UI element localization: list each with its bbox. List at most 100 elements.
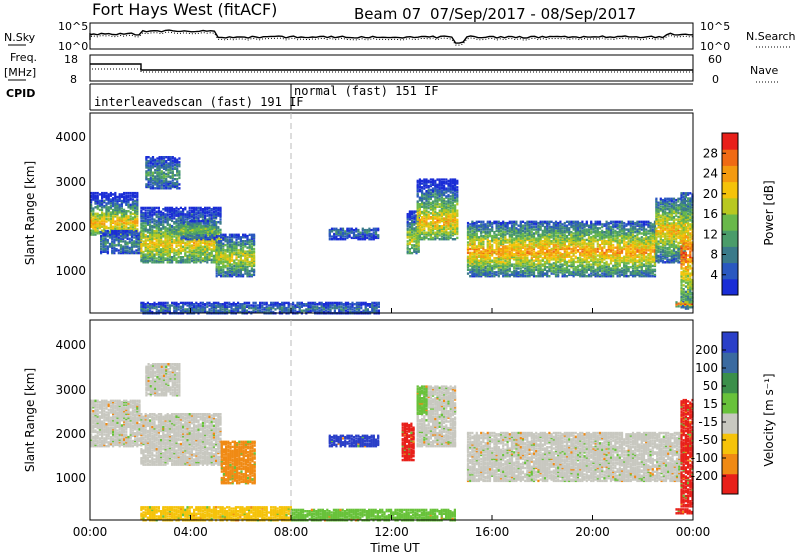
power-cell [178,208,180,210]
power-cell [156,157,158,159]
power-cell [443,237,445,239]
power-cell [140,255,142,257]
power-cell [441,235,443,237]
power-cell [421,216,423,218]
power-cell [443,178,445,180]
power-cell [112,197,114,199]
power-cell [428,200,430,202]
power-cell [456,219,458,221]
power-cell [478,236,480,238]
power-cell [163,160,165,162]
power-cell [136,224,138,226]
power-cell [173,217,175,219]
power-cell [417,237,419,239]
power-cell [491,260,493,262]
power-cell [153,218,155,220]
power-cell [441,186,443,188]
power-cell [314,306,316,308]
power-cell [246,247,248,249]
power-cell [489,243,491,245]
power-cell [151,246,153,248]
power-cell [92,213,94,215]
power-cell [419,189,421,191]
power-cell [251,243,253,245]
power-cell [110,205,112,207]
power-cell [107,232,109,234]
power-cell [101,206,103,208]
power-cell [176,178,178,180]
power-cell [206,211,208,213]
power-cell [250,307,252,309]
power-cell [163,185,165,187]
power-cell [428,180,430,182]
power-cell [123,209,125,211]
power-cell [231,244,233,246]
power-cell [253,274,255,276]
power-cell [156,207,158,209]
power-cell [94,215,96,217]
power-cell [129,238,131,240]
power-cell [158,239,160,241]
power-cell [149,231,151,233]
power-cell [142,212,144,214]
power-cell [430,202,432,204]
power-cell [500,269,502,271]
power-cell [211,234,213,236]
power-cell [467,222,469,224]
power-cell [127,192,129,194]
power-cell [153,207,155,209]
power-cell [159,172,161,174]
power-cell [127,210,129,212]
power-cell [137,248,139,250]
power-cell [371,229,373,231]
power-cell [443,217,445,219]
power-cell [229,239,231,241]
power-cell [206,306,208,308]
power-cell [253,250,255,252]
power-cell [434,225,436,227]
power-cell [474,231,476,233]
power-cell [134,192,136,194]
power-cell [160,221,162,223]
power-cell [184,302,186,304]
power-cell [439,217,441,219]
power-cell [491,226,493,228]
power-cell [321,308,323,310]
power-cell [208,209,210,211]
power-cell [480,265,482,267]
power-cell [178,177,180,179]
power-cell [127,230,129,232]
power-cell [305,303,307,305]
power-cell [447,198,449,200]
power-cell [356,302,358,304]
power-cell [485,253,487,255]
power-cell [134,210,136,212]
power-cell [102,238,104,240]
power-cell [238,256,240,258]
power-cell [452,238,454,240]
power-cell [224,244,226,246]
power-cell [500,240,502,242]
power-cell [244,266,246,268]
power-cell [178,161,180,163]
power-cell [97,213,99,215]
power-cell [480,237,482,239]
power-cell [411,244,413,246]
power-cell [178,170,180,172]
power-cell [376,310,378,312]
power-cell [347,302,349,304]
power-cell [165,173,167,175]
power-cell [100,235,102,237]
power-cell [409,222,411,224]
power-cell [175,225,177,227]
power-cell [193,207,195,209]
power-cell [250,304,252,306]
power-cell [268,304,270,306]
power-cell [99,214,101,216]
power-cell [421,211,423,213]
power-cell [124,230,126,232]
power-cell [228,310,230,312]
power-cell [329,238,331,240]
power-cell [94,192,96,194]
power-cell [266,306,268,308]
